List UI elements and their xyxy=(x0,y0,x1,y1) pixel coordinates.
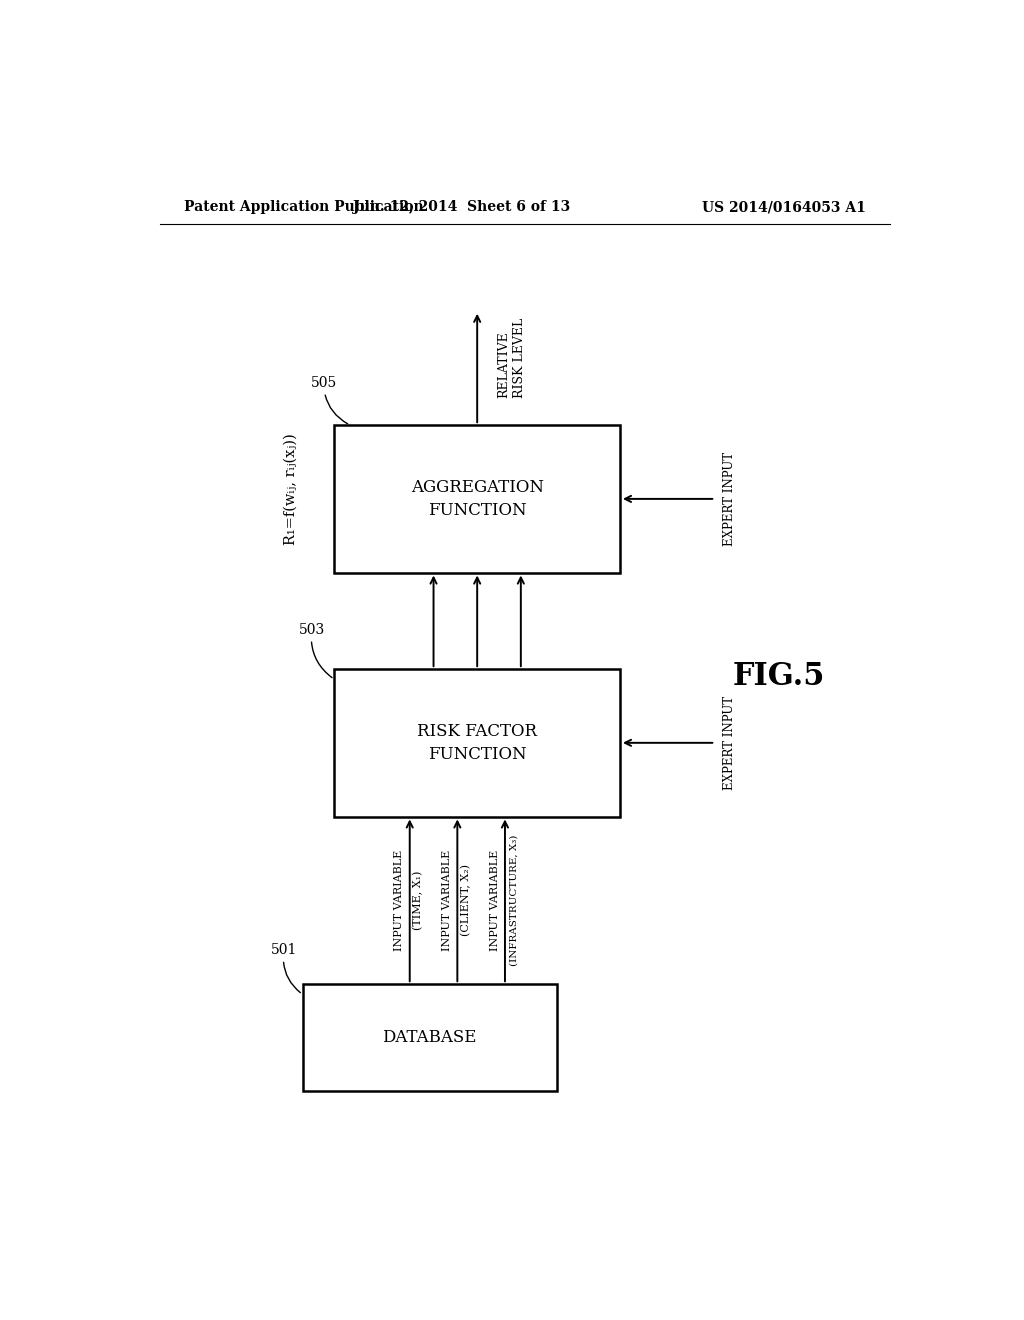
Text: Patent Application Publication: Patent Application Publication xyxy=(183,201,423,214)
Text: 503: 503 xyxy=(299,623,332,677)
Text: (TIME, X₁): (TIME, X₁) xyxy=(414,871,424,931)
Text: US 2014/0164053 A1: US 2014/0164053 A1 xyxy=(702,201,866,214)
Text: AGGREGATION
FUNCTION: AGGREGATION FUNCTION xyxy=(411,479,544,519)
Text: (INFRASTRUCTURE, X₃): (INFRASTRUCTURE, X₃) xyxy=(509,834,518,966)
Text: INPUT VARIABLE: INPUT VARIABLE xyxy=(394,850,404,950)
Text: 505: 505 xyxy=(310,376,348,424)
Text: 501: 501 xyxy=(270,942,300,993)
Text: Jun. 12, 2014  Sheet 6 of 13: Jun. 12, 2014 Sheet 6 of 13 xyxy=(352,201,570,214)
Text: INPUT VARIABLE: INPUT VARIABLE xyxy=(489,850,500,950)
Text: EXPERT INPUT: EXPERT INPUT xyxy=(723,451,736,546)
Text: RELATIVE
RISK LEVEL: RELATIVE RISK LEVEL xyxy=(497,318,526,399)
Text: RISK FACTOR
FUNCTION: RISK FACTOR FUNCTION xyxy=(417,722,538,763)
Text: R₁=f(wᵢⱼ, rᵢⱼ(xⱼ)): R₁=f(wᵢⱼ, rᵢⱼ(xⱼ)) xyxy=(284,433,298,545)
Text: FIG.5: FIG.5 xyxy=(732,661,825,692)
Text: INPUT VARIABLE: INPUT VARIABLE xyxy=(442,850,452,950)
Bar xyxy=(334,425,620,573)
Text: DATABASE: DATABASE xyxy=(382,1030,477,1045)
Bar xyxy=(303,985,557,1090)
Text: EXPERT INPUT: EXPERT INPUT xyxy=(723,696,736,789)
Text: (CLIENT, X₂): (CLIENT, X₂) xyxy=(461,865,471,936)
Bar xyxy=(334,669,620,817)
